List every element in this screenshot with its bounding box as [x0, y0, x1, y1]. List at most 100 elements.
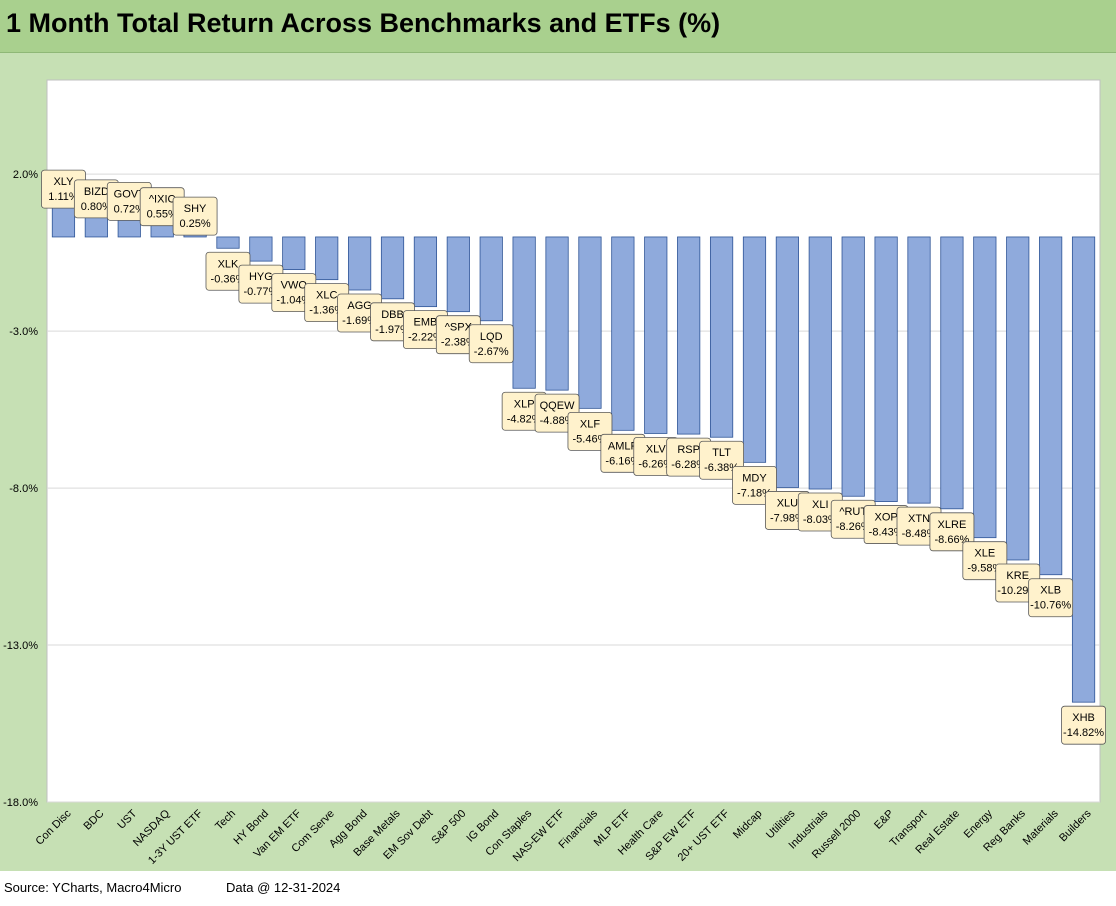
data-label-value: -1.97%	[375, 324, 410, 336]
bar	[380, 236, 405, 300]
data-label-ticker: GOVT	[114, 188, 145, 200]
x-category-label: BDC	[82, 808, 107, 833]
x-category-label: Midcap	[731, 808, 765, 842]
data-label-ticker: XLB	[1040, 585, 1061, 597]
bar	[644, 236, 668, 434]
data-date: Data @ 12-31-2024	[226, 880, 341, 895]
data-label-value: -6.38%	[704, 462, 739, 474]
data-label-value: 0.25%	[179, 218, 210, 230]
data-label-value: -2.22%	[408, 332, 443, 344]
data-label-value: -7.18%	[737, 487, 772, 499]
data-label-ticker: AGG	[347, 300, 371, 312]
y-tick-label: -3.0%	[9, 326, 38, 338]
data-label-value: -10.29%	[997, 585, 1038, 597]
bar	[907, 236, 931, 504]
y-tick-label: 2.0%	[13, 169, 38, 181]
bar	[1039, 236, 1063, 576]
data-label-value: 0.72%	[114, 203, 145, 215]
data-label-value: -2.38%	[441, 337, 476, 349]
bar	[874, 236, 898, 502]
bar	[841, 236, 865, 497]
data-label-value: -4.82%	[507, 413, 542, 425]
x-category-label: Materials	[1021, 807, 1061, 847]
bar	[413, 236, 438, 308]
bar	[940, 236, 964, 510]
bar	[216, 236, 240, 249]
data-label-ticker: XLE	[974, 548, 995, 560]
data-label-ticker: HYG	[249, 271, 273, 283]
data-label-ticker: MDY	[742, 472, 767, 484]
title-bar: 1 Month Total Return Across Benchmarks a…	[0, 0, 1116, 53]
data-label-value: -6.28%	[671, 459, 706, 471]
data-label-value: -6.26%	[638, 458, 673, 470]
data-label-value: -4.88%	[540, 415, 575, 427]
data-label-value: -7.98%	[770, 512, 805, 524]
data-label-ticker: XLRE	[938, 519, 967, 531]
footer: Source: YCharts, Macro4Micro Data @ 12-3…	[0, 872, 1116, 906]
data-label-ticker: ^IXIC	[149, 194, 176, 206]
data-label-value: -0.77%	[243, 286, 278, 298]
data-label-value: -9.58%	[967, 563, 1002, 575]
bar	[282, 236, 306, 271]
bar	[742, 236, 767, 463]
bar	[973, 236, 997, 539]
bar	[348, 236, 372, 291]
data-label-box	[1061, 705, 1106, 745]
data-label-ticker: XLP	[514, 398, 535, 410]
data-label-box	[468, 324, 514, 364]
bar	[446, 236, 470, 313]
x-category-label: Tech	[213, 808, 238, 833]
data-label-value: -8.66%	[934, 534, 969, 546]
data-label-value: -1.36%	[309, 305, 344, 317]
bar	[1071, 236, 1096, 703]
bar	[775, 236, 799, 488]
x-category-label: Builders	[1057, 807, 1094, 844]
data-label-value: -5.46%	[573, 433, 608, 445]
data-label-ticker: LQD	[480, 331, 503, 343]
bar	[315, 236, 339, 281]
data-label-ticker: SHY	[184, 203, 207, 215]
data-label-value: -1.04%	[276, 295, 311, 307]
data-label-value: -8.48%	[902, 528, 937, 540]
data-label-value: -14.82%	[1063, 727, 1104, 739]
data-label-ticker: BIZD	[84, 186, 109, 198]
data-label-ticker: XLC	[316, 290, 337, 302]
bar-chart: 2.0% -3.0% -8.0% -13.0% -18.0% XLY 1.11% BIZD 0.…	[3, 79, 1106, 867]
chart-title: 1 Month Total Return Across Benchmarks a…	[6, 8, 721, 38]
data-label-value: -10.76%	[1030, 600, 1071, 612]
data-label-value: -0.36%	[211, 273, 246, 285]
data-label-value: 0.80%	[81, 201, 112, 213]
y-tick-label: -18.0%	[3, 797, 38, 809]
data-label-value: -2.67%	[474, 346, 509, 358]
data-label-value: -8.43%	[869, 527, 904, 539]
bar	[1006, 236, 1030, 561]
data-label-box	[1028, 578, 1074, 618]
data-label-value: -8.03%	[803, 514, 838, 526]
x-category-label: Con Disc	[34, 807, 74, 847]
data-label-ticker: AMLP	[608, 440, 638, 452]
x-category-label: E&P	[872, 808, 896, 832]
data-label-value: 0.55%	[147, 209, 178, 221]
bar	[611, 236, 635, 431]
x-category-label: S&P 500	[429, 808, 468, 847]
data-label-box	[929, 512, 975, 552]
chart-area: 2.0% -3.0% -8.0% -13.0% -18.0% XLY 1.11% BIZD 0.…	[0, 53, 1116, 871]
x-category-label: UST	[115, 807, 139, 831]
data-label-ticker: XHB	[1072, 712, 1095, 724]
data-label-value: -1.69%	[342, 315, 377, 327]
data-label-ticker: DBB	[381, 309, 404, 321]
data-label-ticker: XLU	[777, 497, 798, 509]
data-label-ticker: TLT	[712, 447, 731, 459]
data-label-ticker: EMB	[414, 317, 438, 329]
data-label-ticker: XLI	[812, 499, 829, 511]
y-tick-label: -8.0%	[9, 483, 38, 495]
data-label-ticker: QQEW	[540, 400, 575, 412]
data-label-ticker: ^RUT	[839, 506, 867, 518]
data-label-ticker: KRE	[1006, 570, 1029, 582]
data-label-ticker: XLV	[646, 443, 667, 455]
bar	[578, 236, 602, 409]
bar	[479, 236, 503, 322]
data-label-value: -8.26%	[836, 521, 871, 533]
source-note: Source: YCharts, Macro4Micro	[4, 880, 182, 895]
bar	[709, 236, 734, 438]
